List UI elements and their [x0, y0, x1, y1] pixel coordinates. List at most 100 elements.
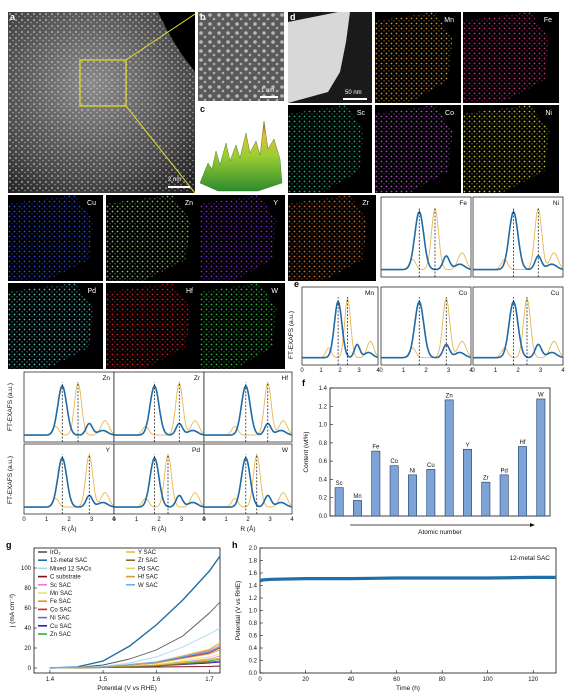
eds-map-dots: [375, 12, 461, 103]
g-y-tick: 20: [24, 646, 31, 652]
g-y-tick: 60: [24, 606, 31, 612]
exafs-element-label: Fe: [459, 200, 467, 207]
h-y-tick: 1.4: [249, 584, 258, 590]
exafs-x-tick: 3: [539, 368, 543, 374]
h-legend-label: 12-metal SAC: [510, 555, 551, 562]
g-legend-label: Zr SAC: [138, 558, 158, 564]
exafs-subplot-zn: Zn: [23, 371, 115, 443]
g-series-line: [49, 645, 221, 669]
f-bar: [481, 481, 491, 517]
panel-e-letter: e: [294, 279, 299, 289]
g-x-tick: 1.7: [205, 677, 214, 683]
g-series-line: [49, 627, 221, 669]
panel-c-surface-plot: [199, 120, 283, 192]
g-x-tick: 1.5: [99, 677, 108, 683]
exafs-right-xlabel-3: R (Å): [510, 374, 525, 375]
h-plot-frame: [259, 547, 557, 674]
g-legend-label: Sc SAC: [50, 583, 72, 589]
eds-map-label: Sc: [356, 110, 365, 117]
f-bar: [536, 398, 546, 517]
g-legend-label: Ni SAC: [50, 616, 70, 622]
panel-g-lsv-chart: g 1.4 1.5 1.6 1.7 0 20 40 60 80 100 IrO₂ 12-metal SA…: [6, 540, 221, 692]
exafs-subplot-ni: Ni: [472, 196, 564, 278]
f-bar-label: Sc: [336, 481, 343, 487]
eds-map-label: Cu: [87, 200, 96, 207]
panel-b-zoom-image: b 1 nm: [198, 12, 284, 101]
exafs-subplot-y: Y 0 1 2 3 4: [22, 443, 116, 523]
exafs-x-tick: 3: [180, 517, 184, 523]
panel-d-scale-text: 50 nm: [345, 90, 362, 96]
eds-map-dots: [463, 105, 559, 193]
h-x-tick: 100: [483, 677, 494, 683]
eds-map-dots: [288, 195, 376, 281]
f-bar-label: Cu: [427, 463, 435, 469]
exafs-element-label: Y: [106, 447, 111, 454]
f-bar: [463, 448, 472, 517]
f-y-tick: 1.2: [319, 404, 328, 410]
g-legend-label: Cu SAC: [50, 624, 72, 630]
eds-map-label: Zr: [362, 200, 369, 207]
eds-map-label: Mn: [444, 17, 454, 24]
f-plot-frame: [329, 387, 551, 517]
exafs-x-tick: 3: [90, 517, 94, 523]
exafs-x-tick: 4: [290, 517, 294, 523]
exafs-bottom-xlabel-2: R (Å): [151, 524, 166, 533]
exafs-x-tick: 0: [202, 517, 206, 523]
panel-a-letter: a: [10, 12, 16, 22]
eds-map-zr: Zr: [288, 195, 376, 281]
h-y-tick: 0.4: [249, 646, 258, 652]
exafs-element-label: Hf: [282, 375, 289, 382]
f-bar-label: Ni: [410, 468, 416, 474]
eds-map-sc: Sc: [288, 105, 372, 193]
h-y-tick: 2.0: [249, 546, 258, 552]
panel-a-texture: [8, 12, 195, 193]
panel-h-letter: h: [232, 540, 238, 550]
h-y-tick: 0.8: [249, 621, 258, 627]
f-bar: [426, 469, 436, 517]
exafs-right-block: Fe Ni Mn 0 1 2 3 4 Co 0 1 2 3 4 Cu 0 1 2 3 4 e FT-EXAFS (a.u.…: [288, 196, 565, 375]
g-legend-label: W SAC: [138, 583, 158, 589]
exafs-right-ylabel: FT-EXAFS (a.u.): [288, 311, 295, 359]
f-bar-label: Hf: [520, 440, 526, 446]
f-y-tick: 0.8: [319, 441, 328, 447]
panel-d-particle: [288, 12, 350, 103]
exafs-x-tick: 2: [246, 517, 250, 523]
panel-c-surface: c: [198, 103, 284, 193]
h-x-tick: 20: [302, 677, 309, 683]
exafs-sample-curve: [114, 384, 205, 436]
eds-map-fe: Fe: [463, 12, 559, 103]
eds-map-label: Hf: [186, 288, 193, 295]
panel-g-letter: g: [6, 540, 12, 550]
exafs-bottom-block: Zn Zr Hf Y 0 1 2 3 4 Pd 0 1 2 3 4 W 0 1 2 3 4 FT-EXAFS (a.u.)…: [7, 371, 294, 533]
h-y-tick: 1.2: [249, 596, 258, 602]
f-bar: [389, 465, 399, 517]
g-xlabel: Potential (V vs RHE): [97, 685, 157, 692]
f-bar: [444, 399, 454, 517]
f-y-tick: 0.6: [319, 459, 328, 465]
exafs-subplot-co: Co 0 1 2 3 4: [379, 286, 473, 374]
exafs-x-tick: 0: [112, 517, 116, 523]
panel-h-stability-chart: h 0 20 40 60 80 100 120 0.0 0.2 0.4 0.6 0.8 1.0 1.2 1.4…: [232, 540, 557, 692]
f-bar-label: Mn: [353, 494, 361, 500]
exafs-right-xlabel-1: R (Å): [330, 374, 345, 375]
f-y-tick: 1.0: [319, 423, 328, 429]
eds-map-hf: Hf: [106, 283, 200, 369]
exafs-x-tick: 4: [376, 368, 380, 374]
g-y-tick: 80: [24, 586, 31, 592]
exafs-x-tick: 2: [516, 368, 520, 374]
g-y-tick: 100: [21, 566, 32, 572]
g-legend-label: IrO₂: [50, 550, 61, 556]
eds-map-cu: Cu: [8, 195, 103, 281]
eds-map-label: Fe: [543, 17, 552, 24]
eds-map-label: Co: [445, 110, 454, 117]
f-y-tick: 0.4: [319, 477, 328, 483]
exafs-frame: [380, 286, 472, 366]
exafs-x-tick: 1: [135, 517, 139, 523]
exafs-sample-curve: [473, 210, 564, 271]
f-bar-label: Fe: [372, 445, 380, 451]
exafs-element-label: Ni: [553, 200, 559, 207]
h-y-tick: 1.6: [249, 571, 258, 577]
panel-b-scale-bar: [260, 96, 278, 98]
eds-map-label: Pd: [87, 288, 96, 295]
g-legend-label: Y SAC: [138, 550, 157, 556]
